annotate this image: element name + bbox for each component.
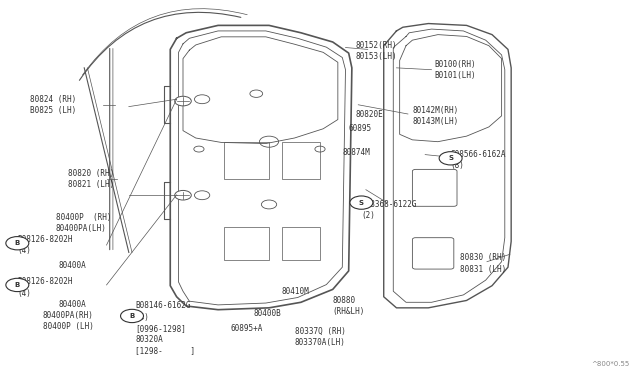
- Text: 80820E: 80820E: [355, 109, 383, 119]
- Text: 80400B: 80400B: [253, 309, 281, 318]
- Text: B: B: [15, 240, 20, 246]
- Text: B08146-6162G
(4)
[0996-1298]
80320A
[1298-      ]: B08146-6162G (4) [0996-1298] 80320A [129…: [135, 301, 195, 355]
- Bar: [282, 227, 320, 260]
- Text: B0100(RH)
B0101(LH): B0100(RH) B0101(LH): [435, 60, 476, 80]
- Text: B: B: [15, 282, 20, 288]
- Text: 60895+A: 60895+A: [231, 324, 263, 333]
- Circle shape: [6, 278, 29, 292]
- Text: 80400P  (RH)
80400PA(LH): 80400P (RH) 80400PA(LH): [56, 213, 111, 233]
- Text: 80400PA(RH)
80400P (LH): 80400PA(RH) 80400P (LH): [43, 311, 93, 331]
- Circle shape: [120, 310, 143, 323]
- Circle shape: [175, 190, 191, 200]
- Text: S08368-6122G
(2): S08368-6122G (2): [362, 200, 417, 220]
- Circle shape: [6, 237, 29, 250]
- Text: ^800*0.55: ^800*0.55: [591, 361, 629, 367]
- Text: S08566-6162A
(8): S08566-6162A (8): [451, 150, 506, 170]
- Text: 80400A: 80400A: [59, 261, 86, 270]
- Text: 80142M(RH)
80143M(LH): 80142M(RH) 80143M(LH): [412, 106, 459, 126]
- Text: 60895: 60895: [349, 124, 372, 133]
- Text: 80830 (RH)
80831 (LH): 80830 (RH) 80831 (LH): [460, 253, 506, 273]
- Circle shape: [350, 196, 373, 209]
- Text: 80824 (RH)
B0825 (LH): 80824 (RH) B0825 (LH): [30, 95, 76, 115]
- Circle shape: [175, 96, 191, 106]
- Text: 80880
(RH&LH): 80880 (RH&LH): [333, 296, 365, 316]
- Bar: [225, 227, 269, 260]
- Text: B08126-8202H
(4): B08126-8202H (4): [17, 278, 73, 298]
- Bar: [282, 142, 320, 179]
- Text: 80874M: 80874M: [342, 148, 370, 157]
- Text: 80152(RH)
80153(LH): 80152(RH) 80153(LH): [355, 41, 397, 61]
- Bar: [225, 142, 269, 179]
- Text: B: B: [129, 313, 134, 319]
- Text: 80400A: 80400A: [59, 300, 86, 309]
- Text: B08126-8202H
(4): B08126-8202H (4): [17, 235, 73, 255]
- Circle shape: [439, 152, 462, 165]
- Text: 80337Q (RH)
803370A(LH): 80337Q (RH) 803370A(LH): [294, 327, 346, 347]
- Text: 80820 (RH)
80821 (LH): 80820 (RH) 80821 (LH): [68, 169, 115, 189]
- Text: 80410M: 80410M: [282, 287, 310, 296]
- Text: S: S: [448, 155, 453, 161]
- Text: S: S: [359, 200, 364, 206]
